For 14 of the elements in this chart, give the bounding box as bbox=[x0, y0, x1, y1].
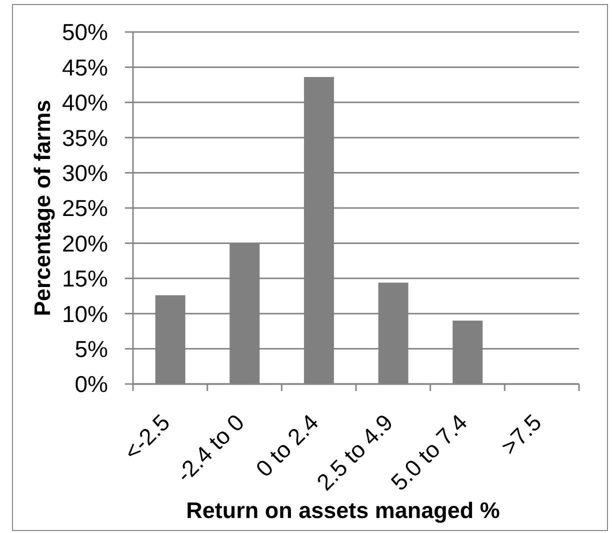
x-axis-title: Return on assets managed % bbox=[186, 498, 500, 523]
y-tick-label: 0% bbox=[74, 371, 108, 398]
y-tick-label: 20% bbox=[62, 230, 108, 256]
y-tick-label: 35% bbox=[62, 124, 108, 151]
y-tick-label: 25% bbox=[62, 195, 108, 222]
y-tick-label: 5% bbox=[74, 336, 108, 362]
y-tick-label: 30% bbox=[62, 160, 108, 186]
y-tick-label: 50% bbox=[62, 19, 108, 46]
y-tick-label: 10% bbox=[62, 300, 108, 327]
y-axis-title: Percentage of farms bbox=[30, 100, 54, 316]
y-tick-label: 40% bbox=[62, 90, 108, 116]
y-tick-label: 45% bbox=[62, 54, 108, 80]
x-tick-label: -2.4 to 0 bbox=[170, 409, 250, 488]
y-tick-label: 15% bbox=[62, 266, 108, 292]
